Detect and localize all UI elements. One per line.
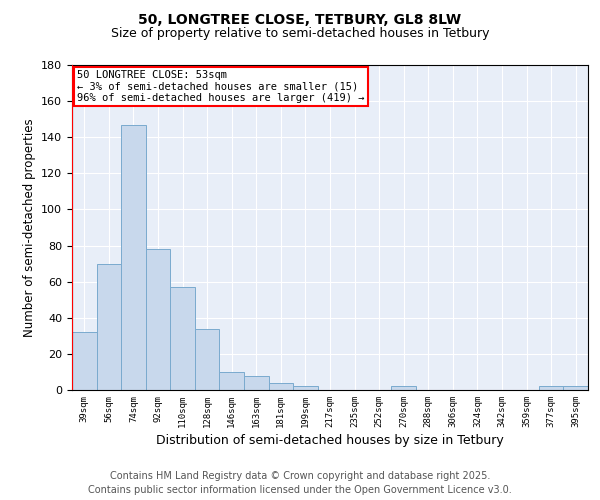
Bar bbox=[72, 332, 97, 390]
Text: Size of property relative to semi-detached houses in Tetbury: Size of property relative to semi-detach… bbox=[111, 28, 489, 40]
Bar bbox=[244, 376, 269, 390]
Text: Contains HM Land Registry data © Crown copyright and database right 2025.
Contai: Contains HM Land Registry data © Crown c… bbox=[88, 471, 512, 495]
Bar bbox=[195, 328, 220, 390]
Bar bbox=[170, 287, 195, 390]
Bar bbox=[146, 249, 170, 390]
Bar bbox=[97, 264, 121, 390]
Bar bbox=[269, 383, 293, 390]
Text: 50 LONGTREE CLOSE: 53sqm
← 3% of semi-detached houses are smaller (15)
96% of se: 50 LONGTREE CLOSE: 53sqm ← 3% of semi-de… bbox=[77, 70, 365, 103]
Bar bbox=[563, 386, 588, 390]
Text: 50, LONGTREE CLOSE, TETBURY, GL8 8LW: 50, LONGTREE CLOSE, TETBURY, GL8 8LW bbox=[139, 12, 461, 26]
X-axis label: Distribution of semi-detached houses by size in Tetbury: Distribution of semi-detached houses by … bbox=[156, 434, 504, 447]
Bar bbox=[539, 386, 563, 390]
Bar bbox=[121, 124, 146, 390]
Bar bbox=[220, 372, 244, 390]
Y-axis label: Number of semi-detached properties: Number of semi-detached properties bbox=[23, 118, 35, 337]
Bar bbox=[391, 386, 416, 390]
Bar bbox=[293, 386, 318, 390]
